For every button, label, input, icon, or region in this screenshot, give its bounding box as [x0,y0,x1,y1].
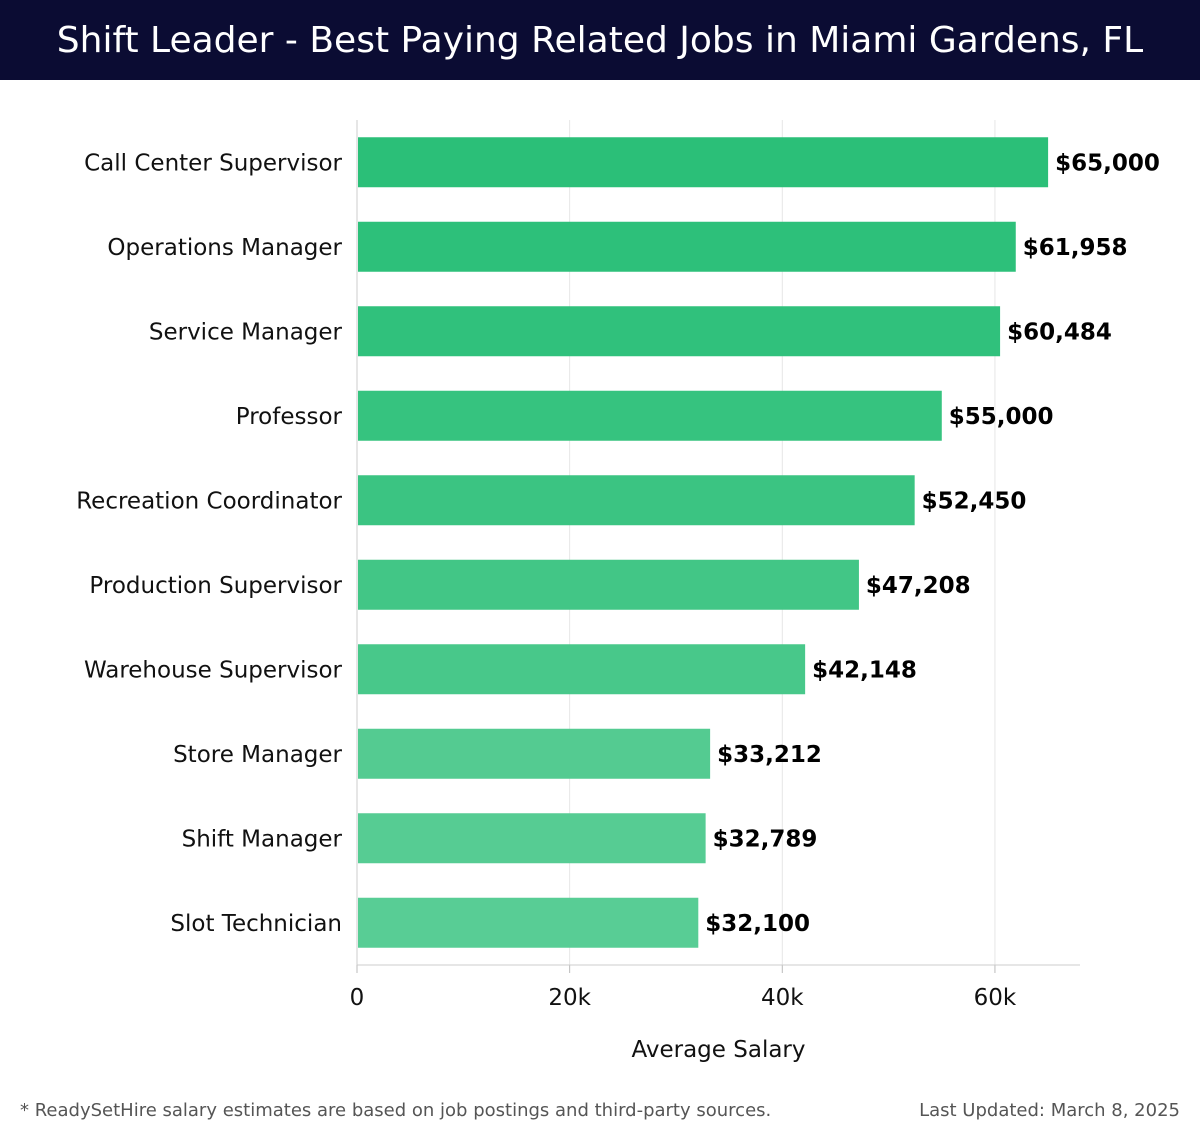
category-label: Store Manager [173,742,342,768]
x-tick-label: 60k [974,985,1017,1011]
category-label: Operations Manager [107,235,342,261]
labels: 0 20k 40k 60k Call Center Supervisor $65,000 O… [76,150,1160,1063]
category-label: Warehouse Supervisor [84,657,343,683]
bar [358,813,706,864]
value-label: $60,484 [1007,319,1112,345]
value-label: $61,958 [1023,235,1128,261]
category-label: Recreation Coordinator [76,488,342,514]
bar [358,897,699,948]
bar [358,559,859,610]
category-label: Professor [236,404,343,430]
value-label: $47,208 [866,573,971,599]
x-axis-title: Average Salary [631,1037,805,1063]
value-label: $32,789 [713,826,818,852]
bar [358,137,1049,188]
bar [358,728,711,779]
value-label: $52,450 [922,488,1027,514]
chart-title: Shift Leader - Best Paying Related Jobs … [56,19,1144,61]
x-tick-label: 40k [761,985,804,1011]
value-label: $65,000 [1055,150,1160,176]
bar [358,644,806,695]
axes [356,120,1080,973]
value-label: $55,000 [949,404,1054,430]
x-tick-label: 0 [350,985,365,1011]
category-label: Service Manager [149,319,343,345]
category-label: Call Center Supervisor [84,150,342,176]
footer-note: * ReadySetHire salary estimates are base… [20,1100,772,1121]
bar [358,390,942,441]
bar-chart: 0 20k 40k 60k Call Center Supervisor $65,000 O… [76,120,1160,1063]
bar [358,475,915,526]
x-tick-label: 20k [548,985,591,1011]
category-label: Production Supervisor [89,573,342,599]
category-label: Shift Manager [182,826,343,852]
chart-header: Shift Leader - Best Paying Related Jobs … [0,0,1200,80]
bars [358,137,1049,948]
bar [358,306,1001,357]
value-label: $42,148 [812,657,917,683]
last-updated: Last Updated: March 8, 2025 [919,1100,1180,1121]
value-label: $32,100 [705,911,810,937]
category-label: Slot Technician [170,911,342,937]
bar [358,221,1016,272]
value-label: $33,212 [717,742,822,768]
